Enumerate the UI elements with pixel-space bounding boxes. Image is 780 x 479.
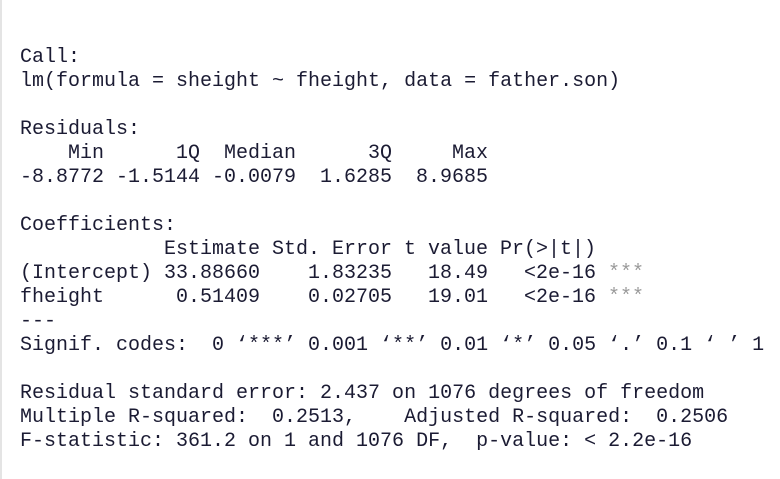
call-formula: lm(formula = sheight ~ fheight, data = f… xyxy=(20,70,621,93)
residual-value: 1.6285 xyxy=(320,166,393,189)
coef-cell: 19.01 xyxy=(428,286,489,309)
residual-value: -0.0079 xyxy=(212,166,297,189)
signif-codes: Signif. codes: 0 ‘***’ 0.001 ‘**’ 0.01 ‘… xyxy=(20,334,765,357)
coef-term: fheight xyxy=(20,286,105,309)
summary-line: F-statistic: 361.2 on 1 and 1076 DF, p-v… xyxy=(20,430,693,453)
residual-header: Max xyxy=(452,142,489,165)
coef-term: (Intercept) xyxy=(20,262,153,285)
coef-signif: *** xyxy=(608,262,645,285)
coef-signif: *** xyxy=(608,286,645,309)
coef-header: t value xyxy=(404,238,489,261)
residual-header: 3Q xyxy=(368,142,393,165)
coef-header: Pr(>|t|) xyxy=(500,238,597,261)
residual-value: -8.8772 xyxy=(20,166,105,189)
coefficients-label: Coefficients: xyxy=(20,214,177,237)
coef-cell: 0.02705 xyxy=(308,286,393,309)
residual-value: 8.9685 xyxy=(416,166,489,189)
summary-line: Residual standard error: 2.437 on 1076 d… xyxy=(20,382,705,405)
coef-cell: 18.49 xyxy=(428,262,489,285)
coef-cell: 33.88660 xyxy=(164,262,261,285)
coef-cell: <2e-16 xyxy=(524,286,597,309)
coef-cell: <2e-16 xyxy=(524,262,597,285)
residuals-label: Residuals: xyxy=(20,118,141,141)
coef-header: Std. Error xyxy=(272,238,393,261)
coef-cell: 0.51409 xyxy=(176,286,261,309)
separator: --- xyxy=(20,310,57,333)
coef-header: Estimate xyxy=(164,238,261,261)
summary-line: Multiple R-squared: 0.2513, Adjusted R-s… xyxy=(20,406,729,429)
coef-cell: 1.83235 xyxy=(308,262,393,285)
residual-header: Median xyxy=(224,142,297,165)
residual-header: 1Q xyxy=(176,142,201,165)
residual-value: -1.5144 xyxy=(116,166,201,189)
residual-header: Min xyxy=(68,142,105,165)
call-label: Call: xyxy=(20,46,81,69)
